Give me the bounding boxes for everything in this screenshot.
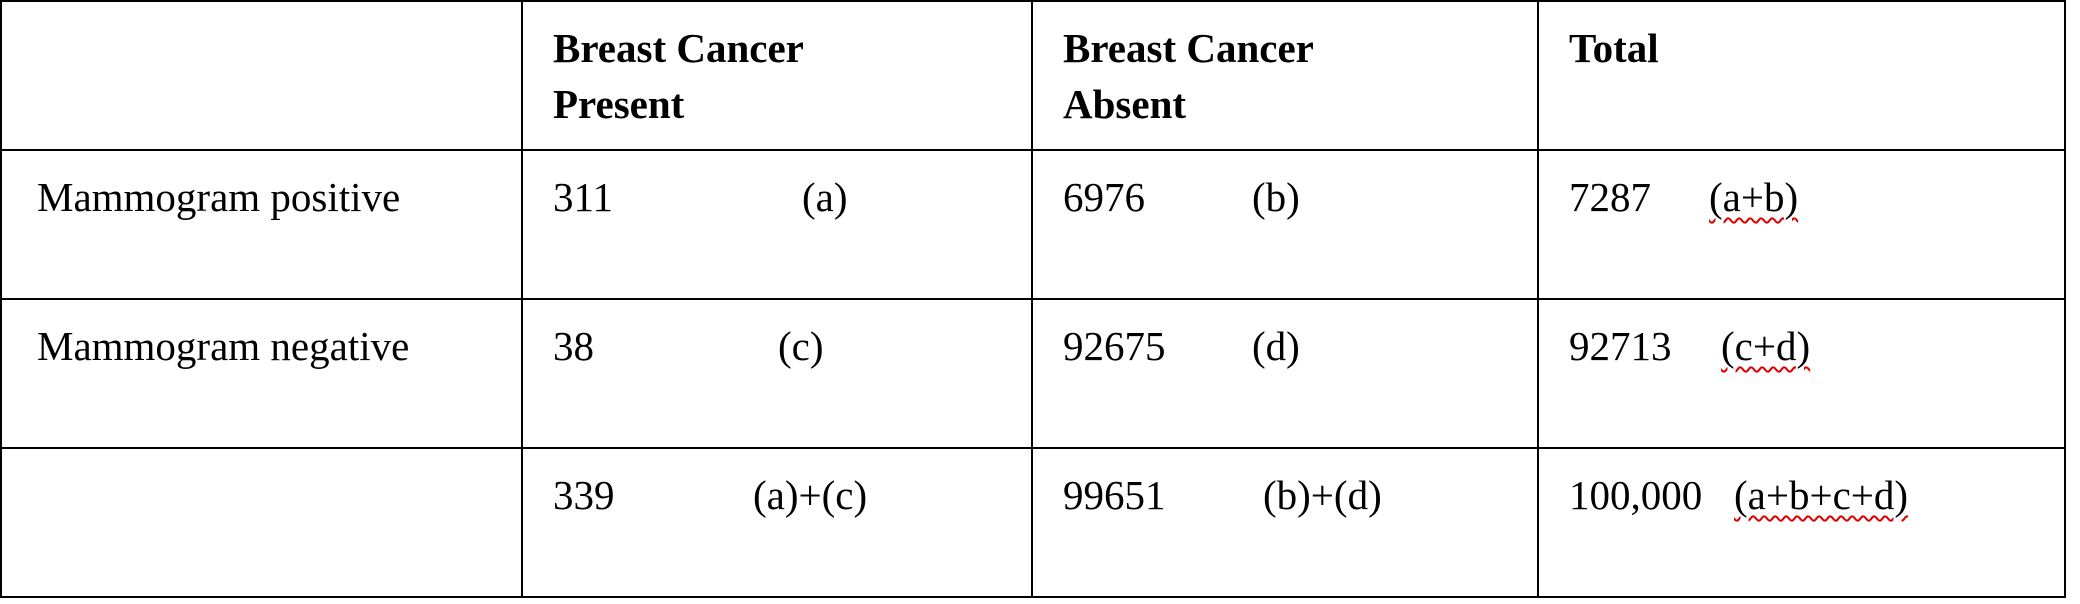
cell-value: 92713	[1569, 323, 1672, 369]
cell-formula: (c)	[778, 323, 824, 369]
row-divider	[2, 447, 2064, 449]
cell-formula: (a+b)	[1709, 174, 1799, 220]
cell-formula: (a+b+c+d)	[1734, 472, 1909, 518]
cell-formula: (a)+(c)	[753, 472, 868, 518]
cell-formula: (b)+(d)	[1263, 472, 1382, 518]
row-label: Mammogram negative	[37, 323, 410, 369]
cell-value: 339	[553, 472, 615, 518]
cell-value: 99651	[1063, 472, 1166, 518]
header-cell: Total	[1569, 25, 1659, 71]
cell-value: 7287	[1569, 174, 1651, 220]
header-cell: Breast Cancer Absent	[1063, 25, 1314, 127]
cell-value: 38	[553, 323, 594, 369]
cell-value: 311	[553, 174, 613, 220]
row-label: Mammogram positive	[37, 174, 401, 220]
cell-formula: (b)	[1252, 174, 1300, 220]
cell-formula: (a)	[802, 174, 848, 220]
cell-formula: (d)	[1252, 323, 1300, 369]
cell-formula: (c+d)	[1721, 323, 1811, 369]
header-cell: Breast Cancer Present	[553, 25, 804, 127]
cell-value: 100,000	[1569, 472, 1703, 518]
cell-value: 6976	[1063, 174, 1145, 220]
row-divider	[2, 298, 2064, 300]
row-divider	[2, 149, 2064, 151]
cell-value: 92675	[1063, 323, 1166, 369]
